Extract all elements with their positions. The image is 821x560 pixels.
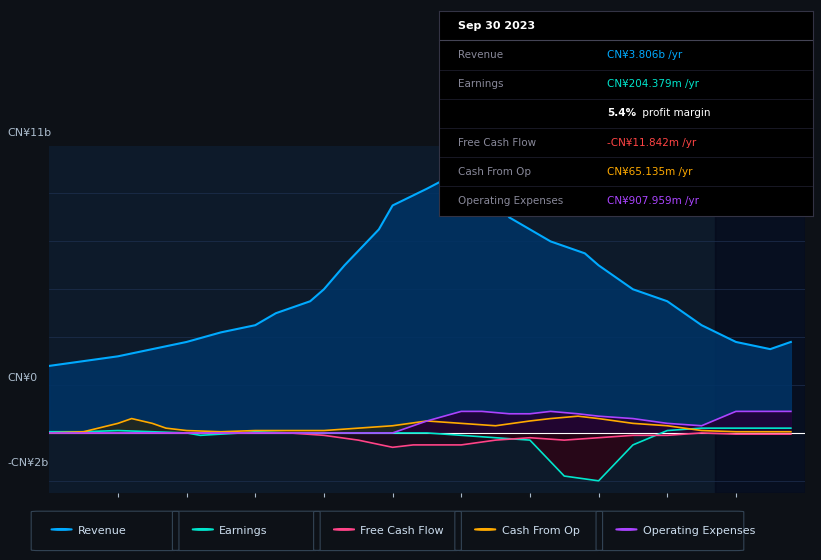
Text: Earnings: Earnings <box>219 526 268 535</box>
Text: -CN¥11.842m /yr: -CN¥11.842m /yr <box>608 138 696 148</box>
Circle shape <box>475 529 496 530</box>
Text: Free Cash Flow: Free Cash Flow <box>360 526 444 535</box>
Text: profit margin: profit margin <box>639 109 711 118</box>
Text: CN¥3.806b /yr: CN¥3.806b /yr <box>608 50 682 60</box>
Text: Cash From Op: Cash From Op <box>458 167 531 177</box>
Text: CN¥11b: CN¥11b <box>7 128 52 138</box>
Circle shape <box>51 529 72 530</box>
Text: CN¥204.379m /yr: CN¥204.379m /yr <box>608 79 699 89</box>
Text: Revenue: Revenue <box>458 50 503 60</box>
Text: Operating Expenses: Operating Expenses <box>643 526 755 535</box>
Text: Free Cash Flow: Free Cash Flow <box>458 138 536 148</box>
Text: Sep 30 2023: Sep 30 2023 <box>458 21 535 31</box>
Bar <box>715 146 805 493</box>
Text: 5.4%: 5.4% <box>608 109 636 118</box>
Text: CN¥907.959m /yr: CN¥907.959m /yr <box>608 196 699 206</box>
Text: -CN¥2b: -CN¥2b <box>7 458 49 468</box>
Circle shape <box>333 529 355 530</box>
Text: Earnings: Earnings <box>458 79 503 89</box>
Circle shape <box>192 529 213 530</box>
Text: CN¥0: CN¥0 <box>7 373 38 383</box>
Text: CN¥65.135m /yr: CN¥65.135m /yr <box>608 167 693 177</box>
Circle shape <box>616 529 637 530</box>
Text: Operating Expenses: Operating Expenses <box>458 196 563 206</box>
Text: Cash From Op: Cash From Op <box>502 526 580 535</box>
Text: Revenue: Revenue <box>78 526 126 535</box>
